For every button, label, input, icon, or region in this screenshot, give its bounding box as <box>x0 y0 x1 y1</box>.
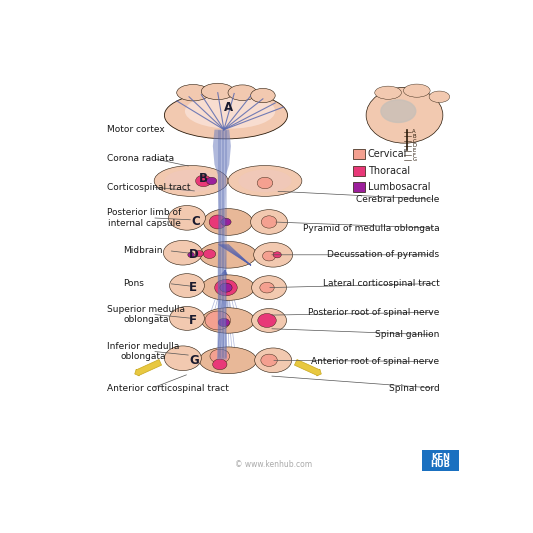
Text: Superior medulla
oblongata: Superior medulla oblongata <box>107 305 185 324</box>
Ellipse shape <box>366 87 443 143</box>
Text: C: C <box>191 215 200 229</box>
Text: Spinal cord: Spinal cord <box>389 384 439 393</box>
Ellipse shape <box>429 91 450 102</box>
Text: Cerebral peduncle: Cerebral peduncle <box>356 195 439 204</box>
Text: Corona radiata: Corona radiata <box>107 154 174 163</box>
Ellipse shape <box>252 276 287 300</box>
Text: Inferior medulla
oblongata: Inferior medulla oblongata <box>107 342 179 361</box>
Ellipse shape <box>169 273 205 297</box>
Text: Posterior root of spinal nerve: Posterior root of spinal nerve <box>308 308 439 317</box>
Ellipse shape <box>209 215 227 229</box>
Text: HUB: HUB <box>431 460 450 469</box>
Text: G: G <box>189 354 199 367</box>
Ellipse shape <box>204 208 253 235</box>
Ellipse shape <box>258 313 276 327</box>
Text: A: A <box>224 101 233 114</box>
Text: Posterior limb of
internal capsule: Posterior limb of internal capsule <box>107 208 181 228</box>
Text: E: E <box>189 281 197 294</box>
FancyBboxPatch shape <box>422 450 459 471</box>
Ellipse shape <box>196 175 211 187</box>
Text: G: G <box>413 157 416 163</box>
Text: Pons: Pons <box>123 279 144 288</box>
Ellipse shape <box>164 92 287 139</box>
Ellipse shape <box>262 251 276 261</box>
Ellipse shape <box>199 347 257 374</box>
Ellipse shape <box>228 166 302 196</box>
Bar <box>353 149 365 159</box>
Text: B: B <box>413 134 416 139</box>
Text: D: D <box>413 143 416 148</box>
Text: KEN: KEN <box>431 453 450 462</box>
Text: D: D <box>189 248 199 261</box>
Ellipse shape <box>261 354 277 366</box>
Ellipse shape <box>201 308 255 333</box>
Ellipse shape <box>199 241 257 268</box>
Ellipse shape <box>204 249 216 259</box>
Ellipse shape <box>403 84 430 97</box>
Ellipse shape <box>238 169 292 192</box>
Ellipse shape <box>201 275 255 301</box>
Ellipse shape <box>375 86 401 99</box>
Text: Corticospinal tract: Corticospinal tract <box>107 183 190 191</box>
Ellipse shape <box>228 85 257 101</box>
Ellipse shape <box>185 94 275 128</box>
Text: Lateral corticospinal tract: Lateral corticospinal tract <box>322 279 439 288</box>
Text: Spinal ganlion: Spinal ganlion <box>375 330 439 340</box>
Ellipse shape <box>213 359 227 370</box>
Ellipse shape <box>177 84 209 101</box>
Text: Midbrain: Midbrain <box>123 246 163 255</box>
Text: Thoracal: Thoracal <box>368 166 410 176</box>
Text: C: C <box>413 139 416 143</box>
Text: Lumbosacral: Lumbosacral <box>368 182 431 192</box>
Text: © www.kenhub.com: © www.kenhub.com <box>235 461 312 470</box>
Ellipse shape <box>251 88 275 103</box>
Ellipse shape <box>164 169 218 192</box>
Ellipse shape <box>169 306 205 330</box>
Ellipse shape <box>251 209 287 235</box>
Ellipse shape <box>257 177 273 189</box>
Ellipse shape <box>188 252 195 257</box>
Ellipse shape <box>218 318 230 327</box>
Ellipse shape <box>261 216 277 228</box>
Ellipse shape <box>220 283 232 292</box>
Ellipse shape <box>255 348 292 373</box>
Polygon shape <box>213 130 231 359</box>
Bar <box>353 182 365 192</box>
Ellipse shape <box>201 83 234 100</box>
Text: Anterior root of spinal nerve: Anterior root of spinal nerve <box>311 357 439 366</box>
Ellipse shape <box>195 251 204 257</box>
Ellipse shape <box>273 252 281 258</box>
Ellipse shape <box>164 346 201 370</box>
Ellipse shape <box>254 243 293 267</box>
Ellipse shape <box>205 311 230 330</box>
Ellipse shape <box>206 177 217 184</box>
Ellipse shape <box>210 349 230 363</box>
FancyArrow shape <box>294 360 321 376</box>
Text: Motor cortex: Motor cortex <box>107 125 165 134</box>
Text: Pyramid of medulla oblongata: Pyramid of medulla oblongata <box>303 224 439 232</box>
Ellipse shape <box>381 100 416 123</box>
Bar <box>353 166 365 175</box>
Text: Anterior corticospinal tract: Anterior corticospinal tract <box>107 384 229 393</box>
FancyArrow shape <box>135 360 161 376</box>
Text: F: F <box>413 153 415 158</box>
Ellipse shape <box>260 282 274 293</box>
Text: Cervical: Cervical <box>368 149 407 159</box>
Ellipse shape <box>221 219 231 225</box>
Ellipse shape <box>164 240 203 265</box>
Text: B: B <box>199 172 208 185</box>
Ellipse shape <box>215 279 237 296</box>
Text: F: F <box>189 314 197 327</box>
Text: Decussation of pyramids: Decussation of pyramids <box>327 251 439 259</box>
Ellipse shape <box>154 166 228 196</box>
Ellipse shape <box>252 309 287 333</box>
Text: E: E <box>413 148 416 153</box>
Text: A: A <box>413 129 416 134</box>
Ellipse shape <box>168 206 205 230</box>
